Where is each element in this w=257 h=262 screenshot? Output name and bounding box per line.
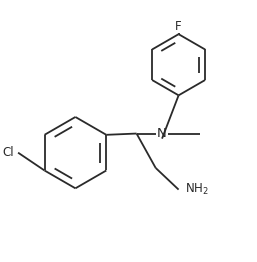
Text: N: N — [157, 127, 167, 140]
Text: Cl: Cl — [2, 146, 14, 159]
Text: F: F — [175, 20, 182, 33]
Text: NH$_2$: NH$_2$ — [185, 182, 209, 197]
